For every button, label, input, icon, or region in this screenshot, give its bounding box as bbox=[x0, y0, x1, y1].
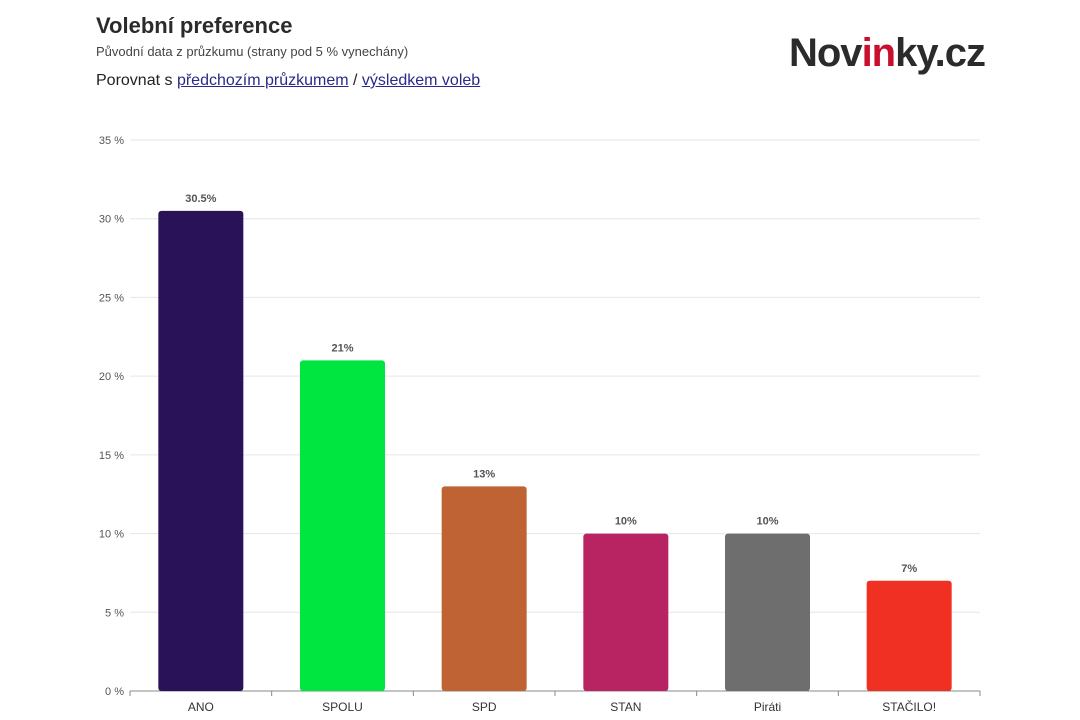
bar-stan bbox=[583, 533, 669, 691]
y-tick-label: 0 % bbox=[105, 686, 124, 698]
bar-pirti bbox=[725, 533, 810, 691]
x-tick-label: SPD bbox=[472, 700, 497, 714]
x-tick-label: STAN bbox=[610, 700, 641, 714]
bar-spolu bbox=[300, 360, 385, 691]
y-tick-label: 35 % bbox=[99, 135, 124, 147]
bar-ano bbox=[158, 210, 244, 692]
y-tick-label: 20 % bbox=[99, 371, 124, 383]
logo-part-3: ky.cz bbox=[895, 31, 986, 75]
x-tick-label: Piráti bbox=[754, 700, 781, 714]
data-label: 7% bbox=[901, 563, 917, 575]
chart-title: Volební preference bbox=[96, 13, 293, 38]
novinky-logo: Novinky.cz bbox=[788, 30, 986, 76]
y-tick-label: 25 % bbox=[99, 292, 124, 304]
compare-row: Porovnat s předchozím průzkumem / výsled… bbox=[96, 71, 480, 91]
y-tick-label: 30 % bbox=[99, 214, 124, 226]
y-tick-label: 5 % bbox=[105, 607, 124, 619]
chart-header: Volební preference Původní data z průzku… bbox=[96, 12, 480, 91]
bar-spd bbox=[441, 486, 527, 691]
x-tick-label: ANO bbox=[188, 700, 214, 714]
chart-subtitle: Původní data z průzkumu (strany pod 5 % … bbox=[96, 44, 409, 59]
previous-poll-link[interactable]: předchozím průzkumem bbox=[176, 72, 349, 89]
y-tick-label: 15 % bbox=[99, 450, 124, 462]
election-result-link[interactable]: výsledkem voleb bbox=[361, 72, 481, 89]
logo-part-1: Nov bbox=[788, 31, 863, 75]
bar-stailo bbox=[866, 580, 952, 691]
data-label: 10% bbox=[756, 516, 778, 528]
data-label: 30.5% bbox=[185, 193, 216, 205]
logo-part-accent: in bbox=[861, 31, 897, 75]
y-tick-label: 10 % bbox=[99, 529, 124, 541]
compare-separator: / bbox=[348, 72, 362, 89]
data-label: 21% bbox=[331, 342, 353, 354]
x-tick-label: STAČILO! bbox=[882, 699, 936, 714]
data-label: 13% bbox=[473, 468, 495, 480]
data-label: 10% bbox=[615, 516, 637, 528]
x-tick-label: SPOLU bbox=[322, 700, 363, 714]
compare-prefix: Porovnat s bbox=[96, 72, 177, 89]
